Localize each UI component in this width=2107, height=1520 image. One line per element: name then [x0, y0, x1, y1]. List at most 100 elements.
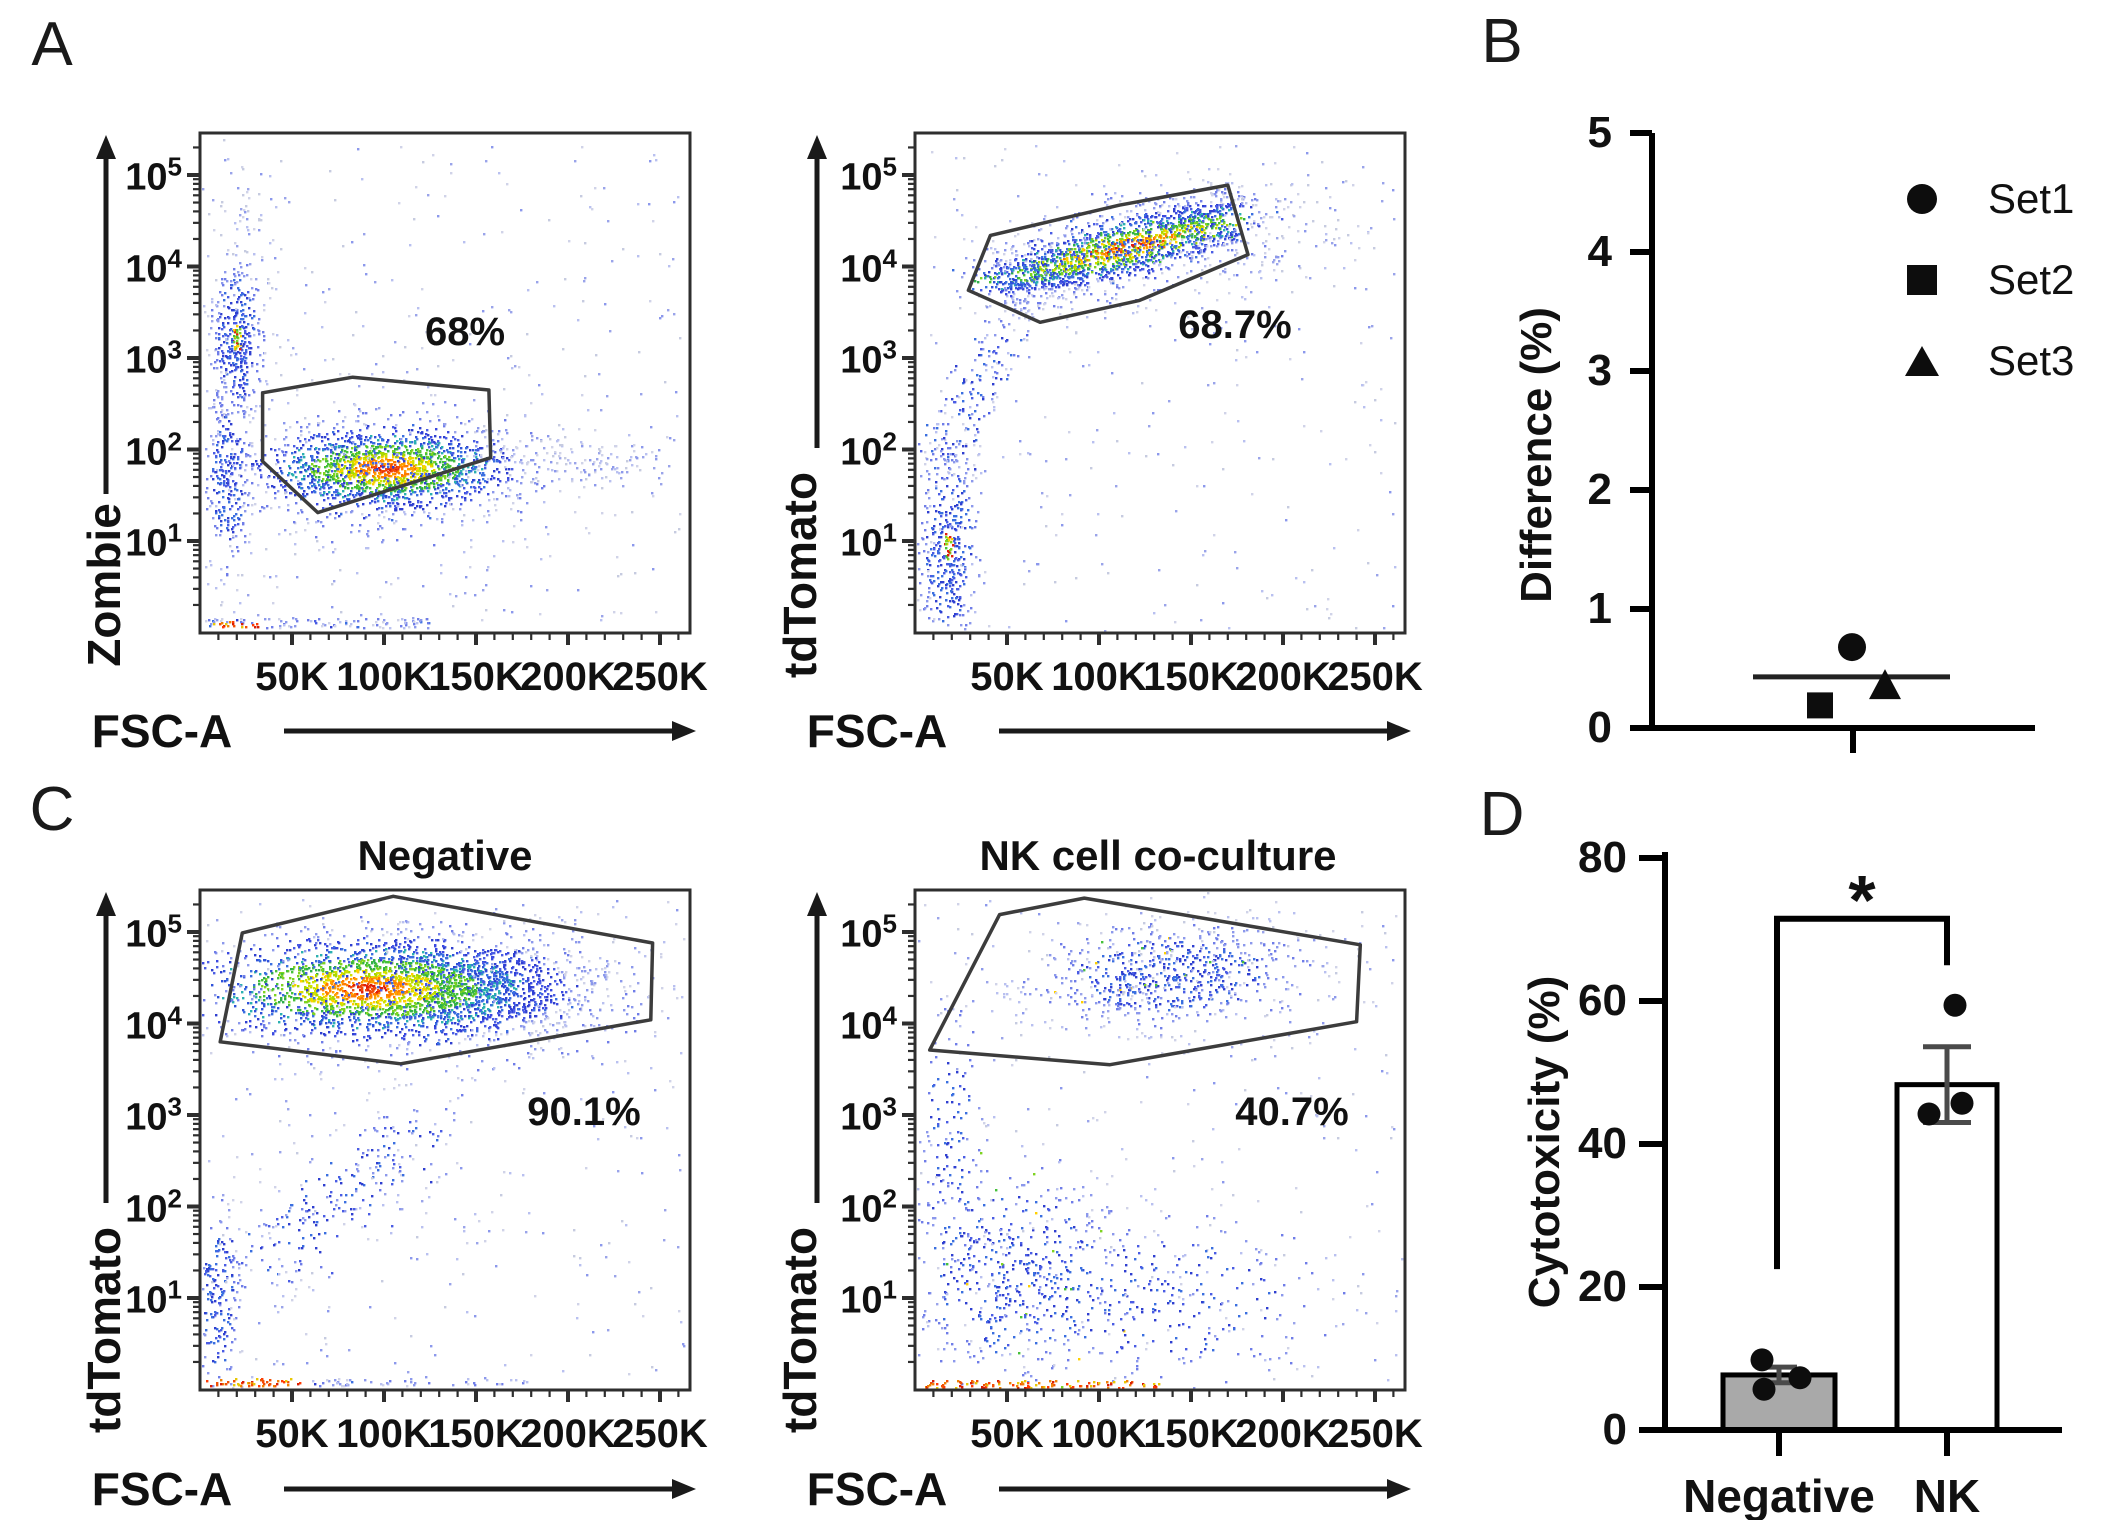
y-tick-label-10e2: 102 — [125, 1185, 182, 1228]
y-ticks-flow-c-left — [187, 904, 200, 1362]
c-left-title-negative: Negative — [357, 835, 532, 877]
y-tick-label-10e3: 103 — [125, 1094, 182, 1137]
d-point-negative-1 — [1751, 1348, 1774, 1371]
x-ticks-flow-c-right — [933, 1390, 1393, 1402]
y-tick-label-10e4: 104 — [840, 1002, 897, 1045]
d-point-nk-2 — [1951, 1092, 1974, 1115]
y-tick-label-10e2: 102 — [840, 1185, 897, 1228]
x-tick-label-50K: 50K — [970, 657, 1043, 697]
y-tick-label-10e4: 104 — [125, 1002, 182, 1045]
d-point-negative-3 — [1753, 1378, 1776, 1401]
c-right-ylabel-tdtomato: tdTomato — [777, 1227, 823, 1433]
y-axis-arrowhead-icon — [96, 135, 116, 159]
x-tick-label-100K: 100K — [1051, 1414, 1147, 1454]
a-right-gate-percent: 68.7% — [1178, 305, 1291, 345]
x-tick-label-250K: 250K — [612, 657, 708, 697]
y-tick-label-10e1: 101 — [125, 520, 182, 563]
figure-canvas — [0, 0, 2107, 1520]
a-left-xlabel-fsca: FSC-A — [92, 708, 233, 754]
panel-label-a: A — [31, 14, 72, 76]
flow-plot-flow-c-right — [807, 890, 1411, 1499]
d-significance-star: * — [1848, 865, 1875, 935]
legend-square-icon — [1907, 265, 1937, 295]
x-ticks-flow-c-left — [218, 1390, 678, 1402]
x-tick-label-50K: 50K — [255, 1414, 328, 1454]
x-tick-label-200K: 200K — [520, 1414, 616, 1454]
panel-label-d: D — [1480, 784, 1525, 846]
x-axis-arrowhead-icon — [1387, 1479, 1411, 1499]
scatter-points-flow-c-right — [917, 892, 1403, 1389]
flow-plot-flow-c-left — [96, 890, 696, 1499]
legend-label-set1: Set1 — [1988, 178, 2074, 220]
x-tick-label-50K: 50K — [255, 657, 328, 697]
c-left-xlabel-fsca: FSC-A — [92, 1466, 233, 1512]
y-tick-label-10e1: 101 — [840, 520, 897, 563]
d-y-tick-0: 0 — [1603, 1408, 1627, 1452]
gate-polygon-flow-a-left — [263, 377, 491, 512]
b-y-tick-2: 2 — [1588, 468, 1612, 512]
y-axis-arrowhead-icon — [807, 892, 827, 916]
y-tick-label-10e2: 102 — [840, 428, 897, 471]
a-right-ylabel-tdtomato: tdTomato — [777, 472, 823, 678]
d-category-nk: NK — [1914, 1473, 1980, 1519]
x-tick-label-150K: 150K — [428, 1414, 524, 1454]
y-tick-label-10e1: 101 — [125, 1277, 182, 1320]
flow-plot-flow-a-right — [807, 133, 1411, 741]
x-tick-label-100K: 100K — [336, 657, 432, 697]
x-tick-label-250K: 250K — [1327, 1414, 1423, 1454]
c-left-ylabel-tdtomato: tdTomato — [81, 1227, 127, 1433]
y-ticks-flow-a-left — [187, 147, 200, 605]
y-tick-label-10e5: 105 — [125, 154, 182, 197]
x-tick-label-150K: 150K — [1143, 1414, 1239, 1454]
figure-page: A B C D Zombie tdTomato tdTomato tdTomat… — [0, 0, 2107, 1520]
x-axis-arrowhead-icon — [672, 1479, 696, 1499]
y-axis-arrowhead-icon — [96, 892, 116, 916]
legend-label-set2: Set2 — [1988, 259, 2074, 301]
d-point-nk-1 — [1944, 994, 1967, 1017]
y-ticks-flow-a-right — [902, 147, 915, 605]
y-tick-label-10e4: 104 — [125, 245, 182, 288]
c-right-xlabel-fsca: FSC-A — [807, 1466, 948, 1512]
panel-label-c: C — [30, 779, 75, 841]
c-left-gate-percent: 90.1% — [527, 1092, 640, 1132]
d-y-tick-60: 60 — [1578, 979, 1627, 1023]
b-ylabel-difference: Difference (%) — [1515, 307, 1559, 603]
y-tick-label-10e3: 103 — [125, 337, 182, 380]
panel-b-chart — [1630, 133, 2035, 753]
a-left-gate-percent: 68% — [425, 312, 505, 352]
scatter-points-flow-a-right — [917, 145, 1396, 632]
c-right-title-nk-coculture: NK cell co-culture — [979, 835, 1336, 877]
legend-circle-icon — [1907, 184, 1937, 214]
x-axis-arrowhead-icon — [1387, 721, 1411, 741]
scatter-points-flow-c-left — [202, 899, 685, 1389]
a-right-xlabel-fsca: FSC-A — [807, 708, 948, 754]
y-tick-label-10e5: 105 — [125, 911, 182, 954]
x-tick-label-250K: 250K — [612, 1414, 708, 1454]
x-tick-label-200K: 200K — [1235, 657, 1331, 697]
x-tick-label-250K: 250K — [1327, 657, 1423, 697]
y-tick-label-10e3: 103 — [840, 337, 897, 380]
b-y-tick-1: 1 — [1588, 587, 1612, 631]
x-axis-arrowhead-icon — [672, 721, 696, 741]
x-tick-label-100K: 100K — [1051, 657, 1147, 697]
c-right-gate-percent: 40.7% — [1235, 1092, 1348, 1132]
b-y-tick-0: 0 — [1588, 706, 1612, 750]
flow-plot-flow-a-left — [96, 133, 696, 741]
d-bar-nk — [1897, 1085, 1997, 1430]
x-ticks-flow-a-left — [218, 633, 678, 645]
d-category-negative: Negative — [1683, 1473, 1875, 1519]
d-y-tick-80: 80 — [1578, 836, 1627, 880]
b-point-set2-square — [1807, 692, 1833, 718]
y-tick-label-10e5: 105 — [840, 154, 897, 197]
d-y-tick-40: 40 — [1578, 1122, 1627, 1166]
x-tick-label-200K: 200K — [1235, 1414, 1331, 1454]
b-y-tick-3: 3 — [1588, 349, 1612, 393]
b-y-tick-4: 4 — [1588, 230, 1612, 274]
y-ticks-flow-c-right — [902, 904, 915, 1362]
x-tick-label-200K: 200K — [520, 657, 616, 697]
y-tick-label-10e4: 104 — [840, 245, 897, 288]
b-y-tick-5: 5 — [1588, 111, 1612, 155]
legend-label-set3: Set3 — [1988, 340, 2074, 382]
legend-triangle-icon — [1905, 346, 1939, 376]
d-point-nk-3 — [1918, 1102, 1941, 1125]
